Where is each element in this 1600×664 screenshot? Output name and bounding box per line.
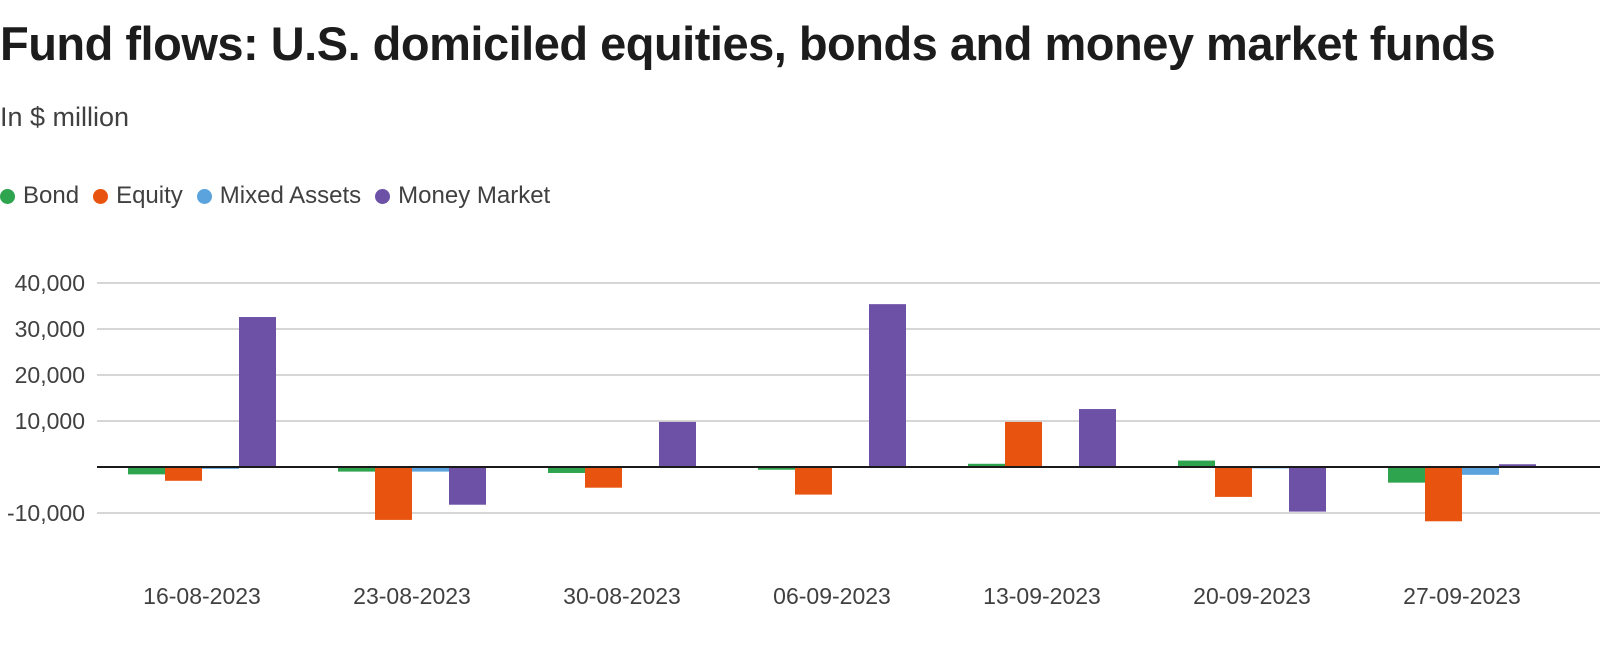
legend-item-bond: Bond	[0, 182, 79, 210]
legend-item-equity: Equity	[93, 182, 183, 210]
legend-item-money-market: Money Market	[375, 182, 550, 210]
bar-bond	[1178, 460, 1215, 467]
bar-money-market	[1289, 467, 1326, 512]
bar-equity	[375, 467, 412, 520]
bar-bond	[1388, 467, 1425, 483]
bar-equity	[1215, 467, 1252, 497]
bar-bond	[338, 467, 375, 472]
bar-money-market	[1079, 409, 1116, 467]
y-tick-label: 40,000	[15, 270, 85, 296]
legend-label-money-market: Money Market	[398, 182, 551, 209]
bar-mixed-assets	[1462, 467, 1499, 475]
x-tick-label: 13-09-2023	[983, 583, 1101, 609]
x-tick-label: 06-09-2023	[773, 583, 891, 609]
legend-label-bond: Bond	[23, 182, 80, 209]
chart-title: Fund flows: U.S. domiciled equities, bon…	[0, 17, 1496, 70]
y-tick-label: -10,000	[7, 500, 85, 526]
bar-bond	[968, 463, 1005, 467]
bar-equity	[165, 467, 202, 481]
legend-swatch-mixed-assets	[196, 188, 212, 204]
x-tick-label: 16-08-2023	[143, 583, 261, 609]
bar-money-market	[869, 304, 906, 467]
legend-item-mixed-assets: Mixed Assets	[196, 182, 362, 210]
bar-equity	[1005, 421, 1042, 467]
legend-swatch-money-market	[375, 188, 391, 204]
bar-equity	[795, 467, 832, 495]
bar-equity	[1425, 467, 1462, 522]
x-axis-ticks: 16-08-2023 23-08-2023 30-08-2023 06-09-2023…	[143, 583, 1521, 609]
bar-bond	[548, 467, 585, 473]
x-tick-label: 20-09-2023	[1193, 583, 1311, 609]
bar-money-market	[449, 467, 486, 505]
bar-money-market	[239, 317, 276, 467]
x-tick-label: 27-09-2023	[1403, 583, 1521, 609]
bar-money-market	[659, 421, 696, 467]
bar-bond	[758, 467, 795, 470]
y-axis-ticks: 40,000 30,000 20,000 10,000 -10,000	[7, 270, 85, 526]
legend-swatch-bond	[0, 188, 15, 204]
x-tick-label: 30-08-2023	[563, 583, 681, 609]
chart-subtitle: In $ million	[0, 102, 130, 132]
bar-mixed-assets	[412, 467, 449, 472]
bars	[128, 304, 1536, 522]
legend-label-mixed-assets: Mixed Assets	[219, 182, 362, 209]
bar-equity	[585, 467, 622, 488]
legend-label-equity: Equity	[116, 182, 183, 209]
x-tick-label: 23-08-2023	[353, 583, 471, 609]
legend-swatch-equity	[93, 188, 109, 204]
gridlines	[97, 282, 1600, 514]
y-tick-label: 10,000	[15, 408, 85, 434]
bar-money-market	[1499, 464, 1536, 467]
y-tick-label: 20,000	[15, 362, 85, 388]
bar-bond	[128, 467, 165, 475]
y-tick-label: 30,000	[15, 316, 85, 342]
legend: Bond Equity Mixed Assets Money Market	[0, 182, 564, 210]
